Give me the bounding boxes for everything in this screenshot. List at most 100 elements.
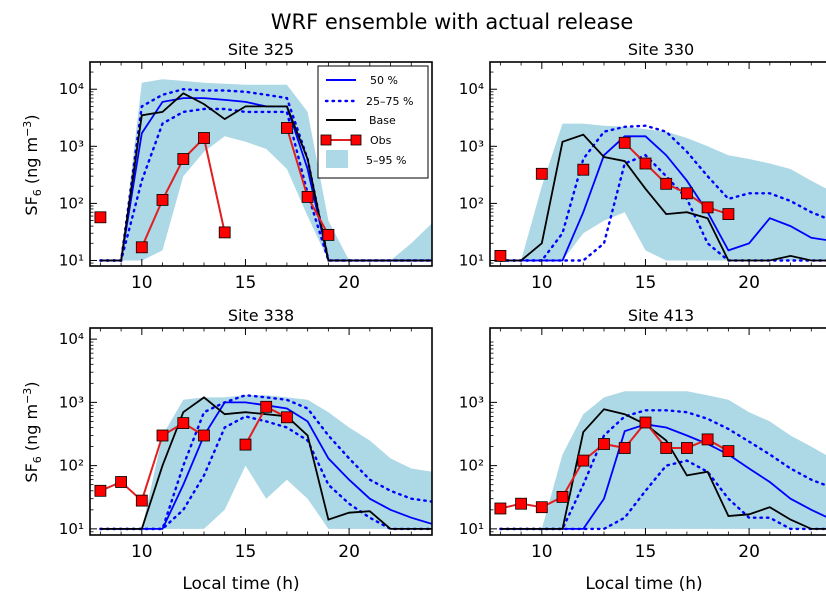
axes-frame bbox=[489, 61, 826, 267]
y-tick-label: 10² bbox=[459, 194, 484, 212]
legend-obs-marker-left bbox=[320, 134, 332, 146]
series-75-percentile bbox=[499, 124, 826, 262]
obs-point bbox=[701, 201, 714, 214]
y-tick-label: 10⁴ bbox=[59, 80, 84, 98]
xlabel-left: Local time (h) bbox=[182, 574, 299, 594]
obs-point bbox=[618, 136, 631, 149]
y-tick-label: 10³ bbox=[59, 137, 84, 155]
obs-point bbox=[260, 400, 273, 413]
y-tick-label: 10¹ bbox=[59, 251, 84, 269]
obs-point bbox=[577, 163, 590, 176]
subplot-1: 10 15 20 10¹ 10² 10³ 10⁴ Site 325 bbox=[59, 40, 433, 293]
band-5-95 bbox=[541, 391, 826, 529]
obs-point bbox=[515, 497, 527, 510]
obs-point bbox=[239, 438, 252, 451]
y-tick-label: 10¹ bbox=[59, 520, 84, 538]
series-median bbox=[500, 135, 826, 262]
obs-point bbox=[94, 211, 107, 224]
axes-frame bbox=[89, 327, 433, 536]
obs-point bbox=[301, 190, 314, 203]
x-tick-label: 20 bbox=[738, 273, 760, 293]
ylabel-bottom: SF6 (ng m−3) bbox=[21, 381, 44, 482]
series-base bbox=[100, 92, 432, 262]
y-tick-label: 10³ bbox=[459, 137, 484, 155]
obs-point bbox=[535, 167, 548, 180]
obs-point bbox=[556, 490, 569, 503]
x-tick-label: 10 bbox=[531, 542, 553, 562]
plot-area bbox=[94, 79, 432, 262]
subplot-2: 10 15 20 10¹ 10² 10³ 10⁴ Site 330 bbox=[459, 40, 826, 293]
subplot-title: Site 338 bbox=[228, 306, 294, 325]
x-tick-label: 15 bbox=[635, 542, 657, 562]
obs-point bbox=[94, 484, 107, 497]
x-tick-label: 15 bbox=[235, 273, 257, 293]
y-tick-label: 10⁴ bbox=[459, 80, 484, 98]
obs-point bbox=[218, 226, 231, 239]
svg-text:SF6 (ng m−3): SF6 (ng m−3) bbox=[21, 114, 44, 215]
svg-text:SF6 (ng m−3): SF6 (ng m−3) bbox=[21, 381, 44, 482]
obs-point bbox=[177, 417, 190, 430]
legend-label-quartiles: 25–75 % bbox=[366, 95, 413, 108]
x-tick-label: 10 bbox=[531, 273, 553, 293]
obs-point bbox=[115, 476, 127, 488]
series-base bbox=[500, 408, 826, 530]
subplot-title: Site 325 bbox=[228, 40, 294, 59]
subplot-3: 10 15 20 10¹ 10² 10³ 10⁴ Site 338 bbox=[59, 306, 433, 562]
series-75-percentile bbox=[99, 393, 432, 531]
obs-point bbox=[494, 502, 507, 515]
series-25-percentile bbox=[499, 153, 826, 262]
x-tick-label: 10 bbox=[131, 273, 153, 293]
y-tick-label: 10¹ bbox=[459, 251, 484, 269]
obs-point bbox=[156, 193, 169, 206]
legend-band-swatch bbox=[326, 150, 348, 168]
obs-point bbox=[701, 433, 714, 446]
band-5-95 bbox=[521, 123, 826, 261]
y-tick-label: 10² bbox=[459, 457, 484, 475]
plot-area bbox=[494, 123, 826, 262]
obs-point bbox=[494, 249, 507, 262]
obs-point bbox=[681, 187, 693, 200]
y-tick-label: 10² bbox=[59, 194, 84, 212]
band-5-95 bbox=[141, 395, 432, 529]
axes-frame bbox=[89, 61, 433, 267]
axes-frame bbox=[489, 327, 826, 536]
obs-point bbox=[639, 157, 652, 170]
subplot-4: 10 15 20 10¹ 10² 10³ Site 413 bbox=[459, 306, 826, 562]
obs-point bbox=[681, 442, 693, 454]
plot-area bbox=[494, 391, 826, 531]
legend-obs-marker-right bbox=[350, 134, 362, 146]
series-75-percentile bbox=[499, 409, 826, 531]
x-tick-label: 20 bbox=[738, 542, 760, 562]
legend-label-base: Base bbox=[369, 114, 396, 127]
xlabel-right: Local time (h) bbox=[585, 574, 702, 594]
subplot-title: Site 413 bbox=[628, 306, 694, 325]
plot-area bbox=[94, 393, 432, 531]
y-tick-label: 10³ bbox=[459, 393, 484, 411]
ylabel-top: SF6 (ng m−3) bbox=[21, 114, 44, 215]
x-tick-label: 15 bbox=[235, 542, 257, 562]
legend-label-obs: Obs bbox=[370, 134, 392, 147]
figure-title: WRF ensemble with actual release bbox=[271, 10, 634, 34]
obs-point bbox=[577, 454, 590, 467]
x-tick-label: 20 bbox=[338, 273, 360, 293]
legend: 50 % 25–75 % Base Obs 5–95 % bbox=[317, 65, 429, 179]
x-tick-label: 20 bbox=[338, 542, 360, 562]
y-tick-label: 10² bbox=[59, 457, 84, 475]
obs-point bbox=[660, 177, 673, 190]
x-tick-label: 15 bbox=[635, 273, 657, 293]
obs-point bbox=[135, 241, 148, 254]
obs-point bbox=[156, 429, 169, 442]
obs-point bbox=[322, 228, 335, 241]
band-5-95 bbox=[121, 79, 432, 261]
y-tick-label: 10⁴ bbox=[59, 330, 84, 348]
obs-point bbox=[280, 411, 293, 424]
obs-point bbox=[535, 501, 548, 514]
x-tick-label: 10 bbox=[131, 542, 153, 562]
subplot-title: Site 330 bbox=[628, 40, 694, 59]
series-base bbox=[100, 396, 432, 530]
legend-label-band: 5–95 % bbox=[366, 154, 406, 167]
obs-point bbox=[280, 122, 293, 134]
obs-point bbox=[722, 445, 735, 458]
obs-point bbox=[135, 494, 148, 507]
